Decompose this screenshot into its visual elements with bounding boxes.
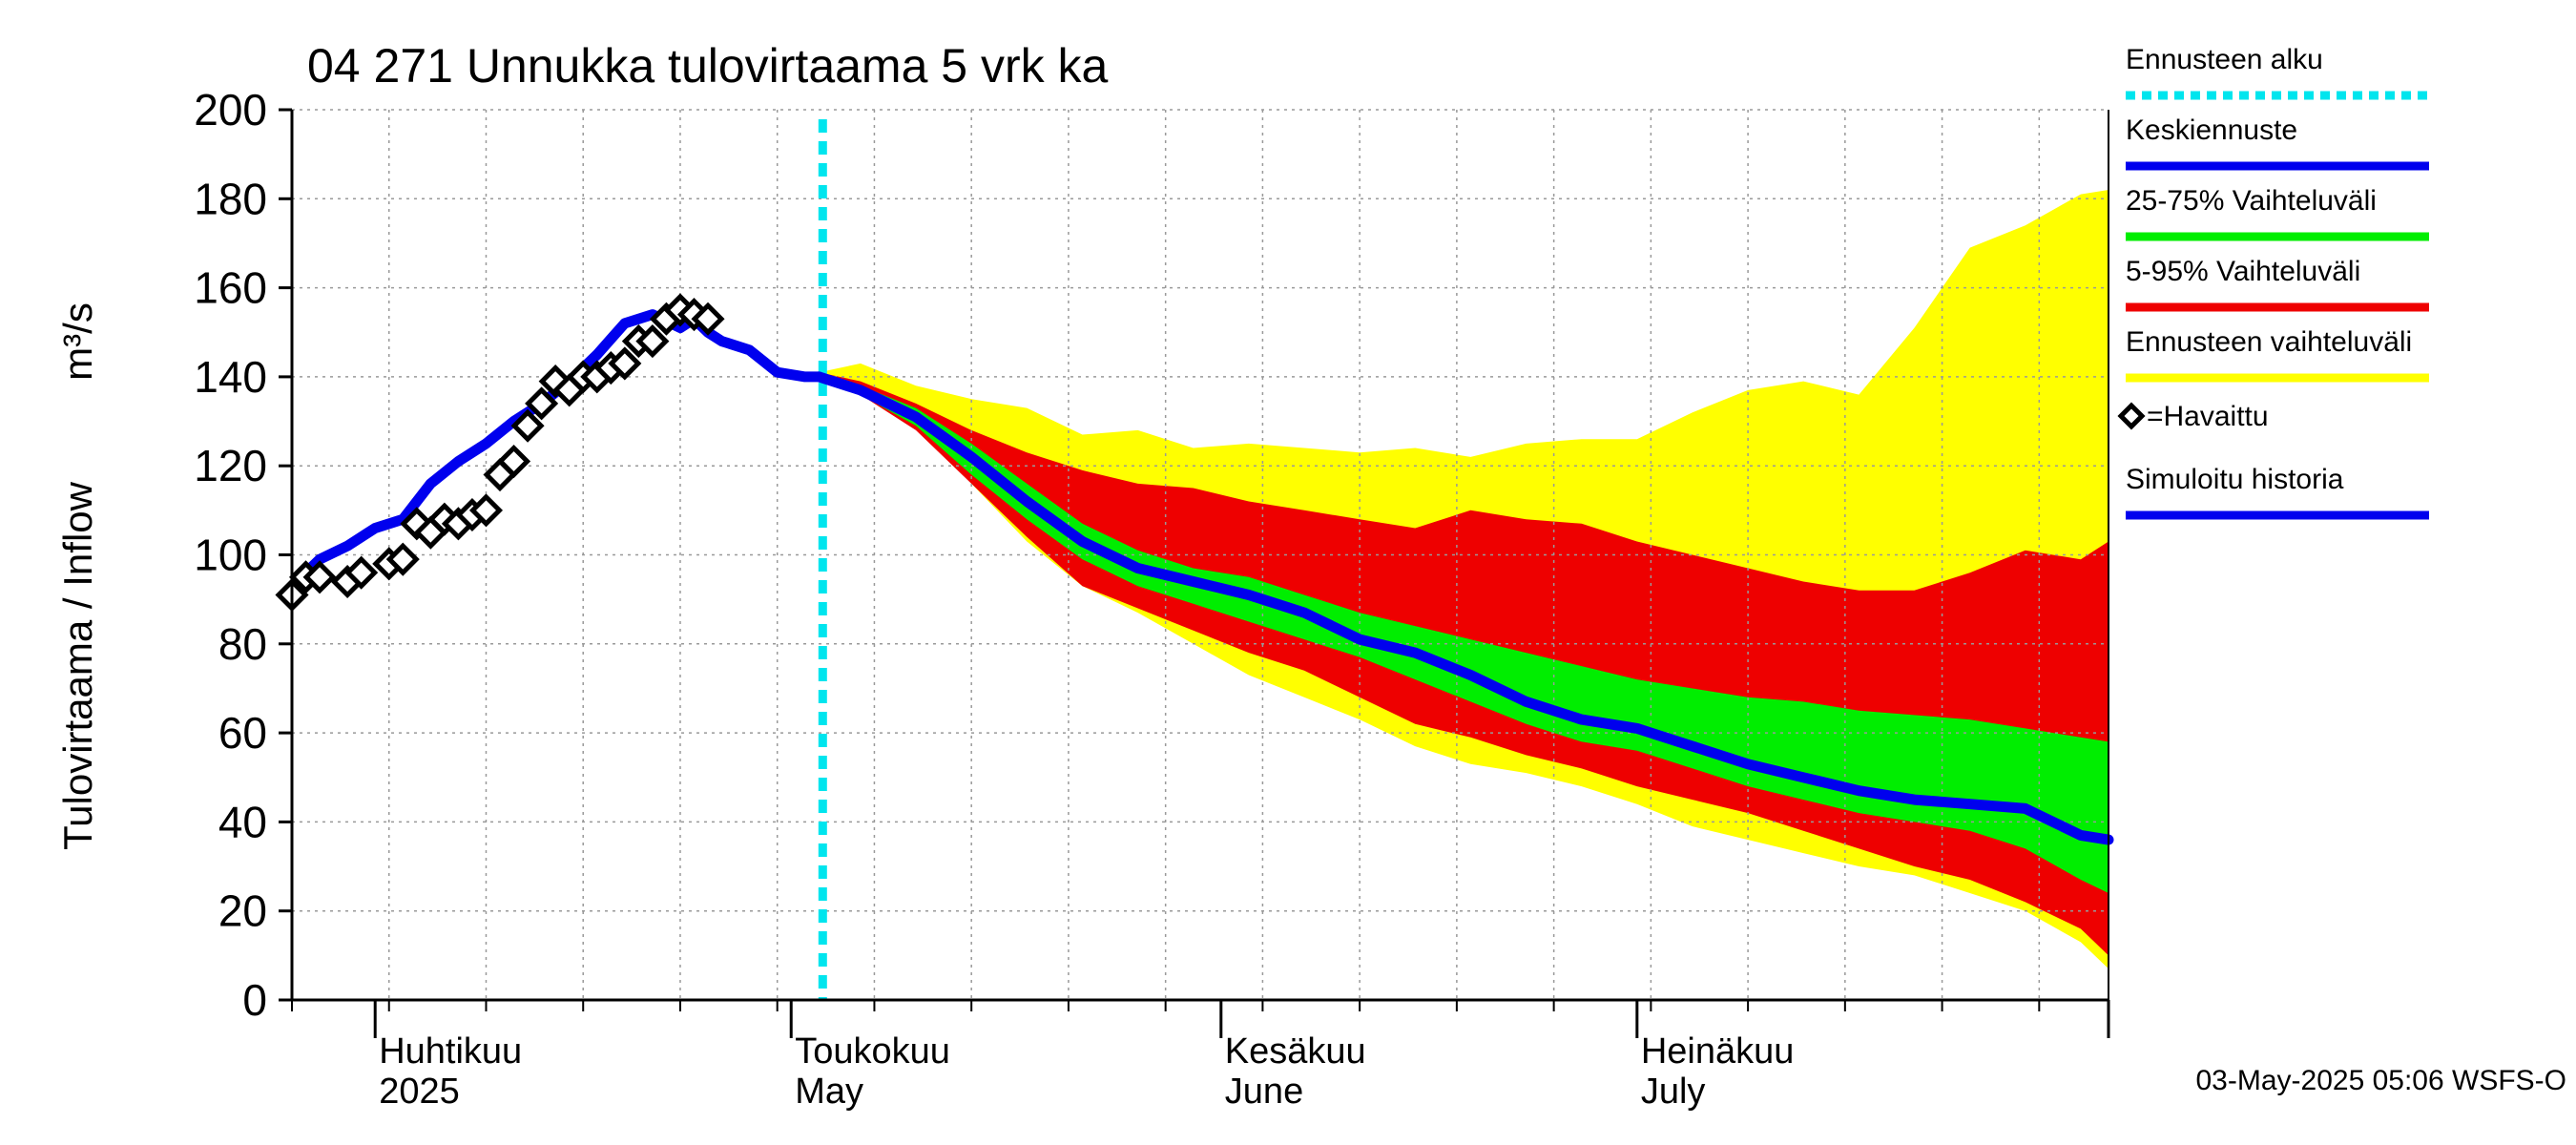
legend-label: 5-95% Vaihteluväli	[2126, 256, 2360, 287]
legend-label: Keskiennuste	[2126, 114, 2297, 146]
y-tick-label: 120	[194, 441, 267, 490]
observed-point	[497, 444, 531, 479]
x-month-label-en: May	[795, 1072, 863, 1112]
y-tick-label: 100	[194, 531, 267, 580]
legend-label: Ennusteen alku	[2126, 44, 2323, 75]
chart-title: 04 271 Unnukka tulovirtaama 5 vrk ka	[307, 39, 1109, 93]
observed-point	[468, 493, 504, 528]
x-month-label-en: July	[1641, 1072, 1706, 1112]
y-tick-label: 40	[218, 797, 267, 846]
legend-label: Ennusteen vaihteluväli	[2126, 326, 2412, 358]
y-tick-label: 60	[218, 708, 267, 758]
x-month-label-fi: Toukokuu	[795, 1031, 950, 1072]
observed-point	[344, 555, 379, 590]
y-tick-label: 20	[218, 886, 267, 936]
x-month-label-en: June	[1225, 1072, 1303, 1112]
legend-marker	[2117, 402, 2146, 430]
y-tick-label: 160	[194, 263, 267, 313]
observed-point	[608, 346, 642, 381]
y-axis-unit: m³/s	[55, 302, 100, 381]
band-2	[819, 372, 2109, 893]
y-tick-label: 200	[194, 85, 267, 135]
y-tick-label: 140	[194, 352, 267, 402]
observed-point	[385, 542, 420, 576]
legend-label: =Havaittu	[2147, 401, 2269, 432]
y-tick-label: 0	[242, 975, 267, 1025]
observed-point	[635, 324, 670, 359]
observed-point	[691, 302, 725, 336]
y-axis-label: Tulovirtaama / Inflow	[55, 481, 100, 850]
observed-point	[302, 560, 337, 594]
observed-point	[510, 408, 545, 443]
x-month-label-fi: Kesäkuu	[1225, 1031, 1366, 1072]
observed-point	[525, 386, 559, 421]
x-month-label-fi: Huhtikuu	[379, 1031, 522, 1072]
legend-label: 25-75% Vaihteluväli	[2126, 185, 2377, 217]
series-line-2	[813, 371, 2114, 845]
legend-label: Simuloitu historia	[2126, 464, 2344, 495]
y-tick-label: 180	[194, 174, 267, 223]
x-month-label-fi: Heinäkuu	[1641, 1031, 1795, 1072]
x-month-label-en: 2025	[379, 1072, 460, 1112]
legend: Ennusteen alku Keskiennuste 25-75% Vaihtel…	[2117, 44, 2429, 520]
footer-timestamp: 03-May-2025 05:06 WSFS-O	[2196, 1065, 2567, 1096]
y-tick-label: 80	[218, 619, 267, 669]
